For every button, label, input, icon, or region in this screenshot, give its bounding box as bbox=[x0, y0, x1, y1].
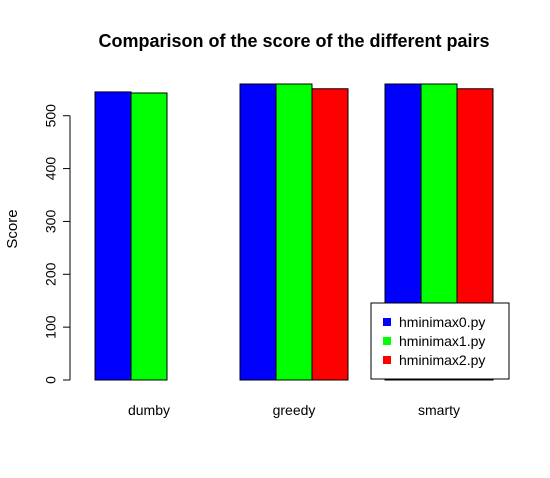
category-labels: dumby greedy smarty bbox=[128, 402, 460, 418]
y-tick-label: 500 bbox=[43, 104, 59, 128]
legend-label-1: hminimax1.py bbox=[399, 333, 485, 349]
bar-greedy-2 bbox=[311, 88, 349, 381]
category-label-dumby: dumby bbox=[128, 402, 170, 418]
bars-group bbox=[94, 83, 494, 381]
y-tick-label: 0 bbox=[43, 376, 59, 384]
legend-box bbox=[370, 302, 510, 380]
bar-dumby-1 bbox=[130, 92, 168, 381]
category-label-smarty: smarty bbox=[418, 402, 460, 418]
legend-swatch-1 bbox=[383, 337, 391, 345]
legend-swatch-2 bbox=[383, 356, 391, 364]
bar-dumby-0 bbox=[94, 91, 132, 381]
y-axis-label: Score bbox=[4, 209, 21, 248]
y-tick-label: 200 bbox=[43, 262, 59, 286]
legend-swatch-0 bbox=[383, 318, 391, 326]
y-tick-label: 400 bbox=[43, 157, 59, 181]
category-label-greedy: greedy bbox=[273, 402, 316, 418]
legend: hminimax0.py hminimax1.py hminimax2.py bbox=[370, 302, 510, 380]
chart-title: Comparison of the score of the different… bbox=[98, 31, 489, 51]
bar-greedy-0 bbox=[239, 83, 277, 381]
y-axis: 0 100 200 300 400 500 bbox=[43, 104, 71, 384]
legend-label-2: hminimax2.py bbox=[399, 352, 485, 368]
legend-label-0: hminimax0.py bbox=[399, 314, 485, 330]
bar-greedy-1 bbox=[275, 83, 313, 381]
y-tick-label: 300 bbox=[43, 210, 59, 234]
y-tick-label: 100 bbox=[43, 315, 59, 339]
